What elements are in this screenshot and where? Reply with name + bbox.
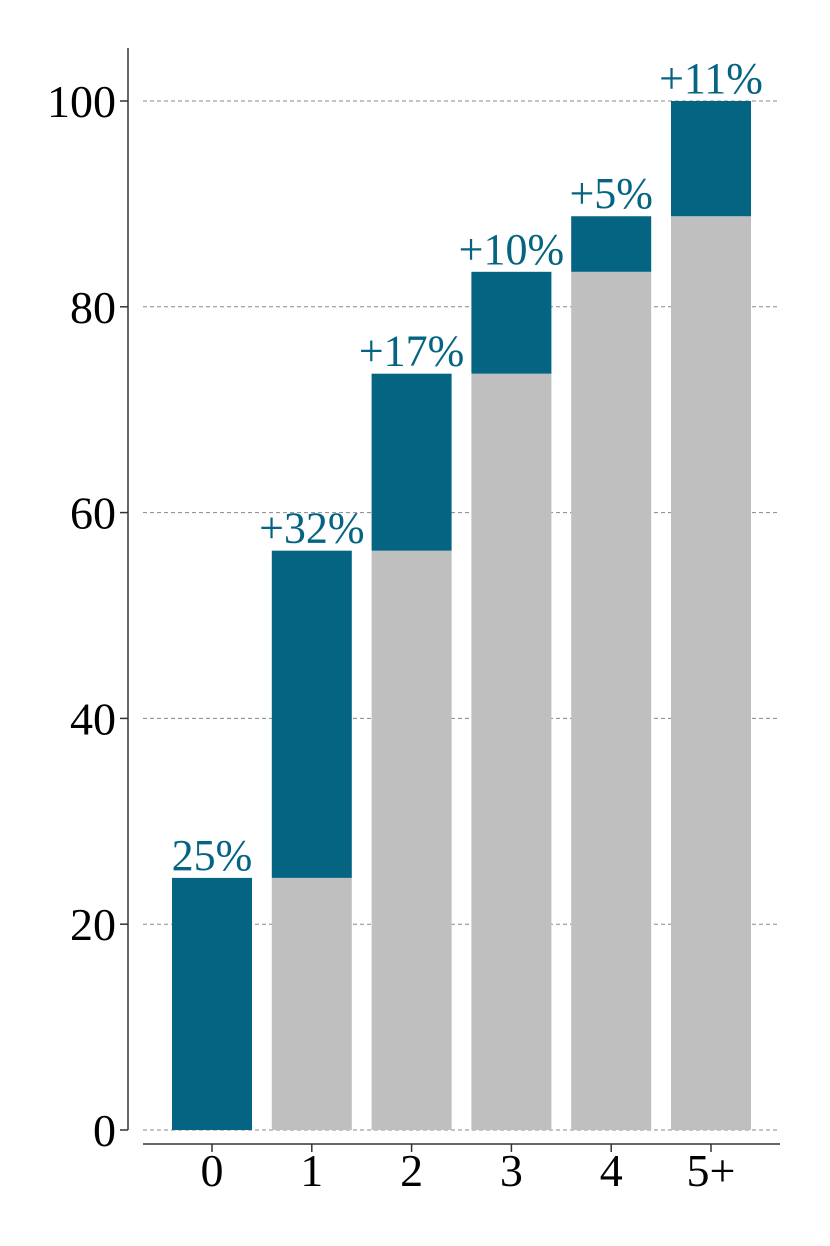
data-label: +5% <box>569 169 652 218</box>
y-tick-label: 40 <box>70 693 116 744</box>
bar-increment-1 <box>271 550 352 878</box>
bar-base-3 <box>471 373 552 1130</box>
bar-increment-3 <box>471 271 552 374</box>
bar-base-4 <box>571 271 652 1131</box>
y-tick-label: 0 <box>93 1105 116 1156</box>
bar-base-1 <box>271 877 352 1130</box>
bar-base-2 <box>371 550 452 1130</box>
data-label: +17% <box>359 327 464 376</box>
data-labels: 25% +32% +17% +10%+5% +11% <box>172 54 763 880</box>
data-label: +11% <box>659 54 763 103</box>
data-label: +10% <box>459 225 564 274</box>
axes: 0 20 40 60 80 100 0 1 2 3 4 5+ <box>47 48 780 1196</box>
x-tick-label: 1 <box>300 1145 323 1196</box>
bars <box>172 101 751 1131</box>
data-label: 25% <box>172 831 253 880</box>
y-tick-label: 80 <box>70 282 116 333</box>
bar-base-5 <box>671 216 751 1131</box>
data-label: +32% <box>259 504 364 553</box>
bar-increment-0 <box>172 877 252 1130</box>
x-tick-label: 0 <box>201 1145 224 1196</box>
x-tick-label: 2 <box>400 1145 423 1196</box>
x-tick-label: 4 <box>600 1145 623 1196</box>
bar-increment-4 <box>571 216 652 272</box>
y-tick-label: 100 <box>47 76 116 127</box>
bar-increment-5 <box>671 101 751 217</box>
x-tick-label: 5+ <box>687 1145 736 1196</box>
y-tick-label: 20 <box>70 899 116 950</box>
bar-increment-2 <box>371 373 452 551</box>
y-tick-label: 60 <box>70 488 116 539</box>
x-tick-label: 3 <box>500 1145 523 1196</box>
